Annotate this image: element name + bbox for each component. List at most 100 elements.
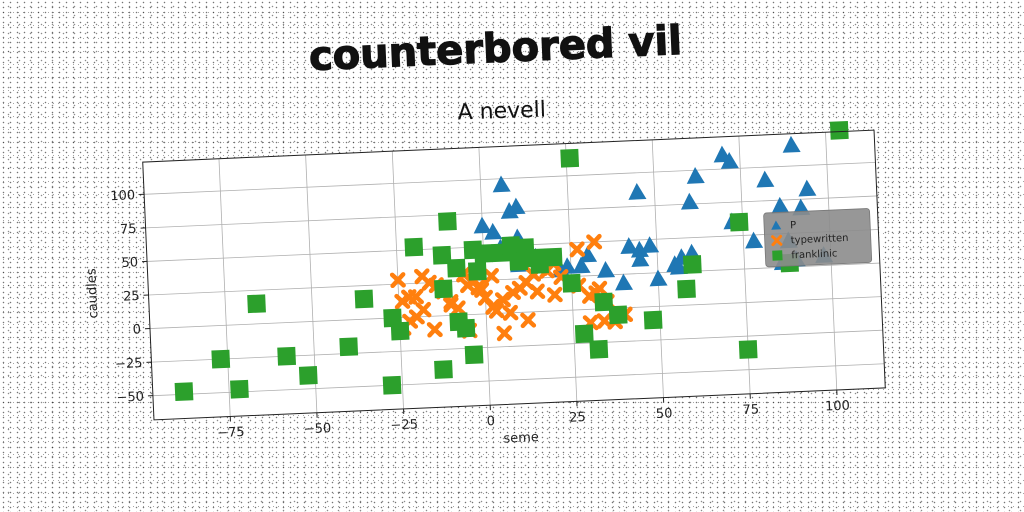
data-point [643,310,663,330]
y-axis: −50 −25 0 25 50 75 100 [110,188,153,406]
grid-line-x [651,139,664,398]
x-axis: −75 −50 −25 0 25 50 75 100 [217,390,850,441]
x-tick-label: 25 [569,410,586,426]
chart-subtitle-group: A nevell [457,97,546,125]
data-point [649,269,668,287]
data-point [686,166,705,184]
y-tick-label: 100 [110,188,135,204]
data-point [543,247,563,267]
data-point [390,321,410,341]
legend-entry: P [771,220,797,231]
data-point [591,280,608,297]
grid-line-y [151,329,883,363]
plot-area-group: −75 −50 −25 0 25 50 75 100 −50 −25 0 25 50 75 100 seme c… [84,120,886,447]
data-point-stroke [592,280,608,297]
data-point [298,366,318,385]
legend-label: P [790,220,797,231]
legend-marker [771,234,783,247]
data-point [597,260,616,278]
data-point [354,289,374,309]
data-point [247,294,266,314]
data-point [729,212,749,232]
data-point [682,255,702,274]
data-point [174,382,194,402]
data-point-stroke [483,267,499,284]
data-point [720,152,739,169]
grid-line-y [149,296,882,329]
x-tick-label: 75 [742,402,759,418]
data-point [829,120,849,140]
data-point [389,272,406,289]
x-tick-label: −50 [304,421,332,437]
data-point [277,346,297,366]
chart-subtitle: A nevell [457,97,546,125]
data-point-stroke [569,241,585,258]
data-point [562,273,582,293]
data-point [467,261,487,281]
data-point [782,135,801,153]
data-point [407,288,424,305]
data-point [586,233,603,250]
data-point [496,325,513,342]
data-point [434,360,453,379]
data-point [771,196,790,214]
data-point [745,231,764,249]
plot-background [142,130,886,420]
data-point [798,179,817,197]
data-point-stroke [390,272,406,289]
data-point [631,250,650,267]
grid-line-y [148,262,880,296]
data-point [464,345,484,365]
data-point [507,197,526,215]
data-point [473,216,492,234]
data-point [492,175,511,193]
data-point [426,321,443,338]
data-point [756,170,775,188]
grid-line-y [152,363,885,397]
data-point [546,286,563,303]
data-point-stroke [427,321,443,338]
y-tick-label: 25 [123,289,140,305]
data-point [669,257,688,275]
data-point [569,241,586,258]
data-point [484,222,503,240]
data-point [488,302,505,319]
data-point [483,267,500,284]
data-point [738,340,758,359]
series-franklinic [174,120,849,402]
data-point-stroke [443,293,459,310]
data-points [174,120,849,402]
legend-box [763,208,873,268]
y-axis-label: caudles [84,268,101,319]
y-tick-label: −50 [116,390,144,406]
data-point-stroke [553,268,569,285]
data-point [463,240,483,260]
plot-frame [142,129,886,421]
chart-title: counterbored vil [308,18,683,80]
data-point [630,240,649,258]
data-point [558,257,577,275]
legend-entry: franklinic [772,248,838,261]
data-point [509,251,528,271]
data-point [382,375,402,395]
data-point [529,283,546,300]
data-point-stroke [495,291,511,308]
data-point [579,245,598,263]
legend-marker [772,250,783,261]
data-point [574,324,594,344]
data-point-stroke [477,289,493,306]
data-point [520,312,537,329]
x-tick-label: −75 [217,425,245,441]
data-point [432,245,452,265]
data-point [434,279,453,299]
data-point [494,291,511,308]
data-point [680,192,699,210]
x-axis-label: seme [503,430,539,447]
legend-marker [771,220,782,230]
data-point [589,339,609,359]
data-point [415,301,432,318]
legend-entry: typewritten [771,233,849,247]
data-point-stroke [547,286,563,303]
legend-marker-stroke [771,234,783,247]
